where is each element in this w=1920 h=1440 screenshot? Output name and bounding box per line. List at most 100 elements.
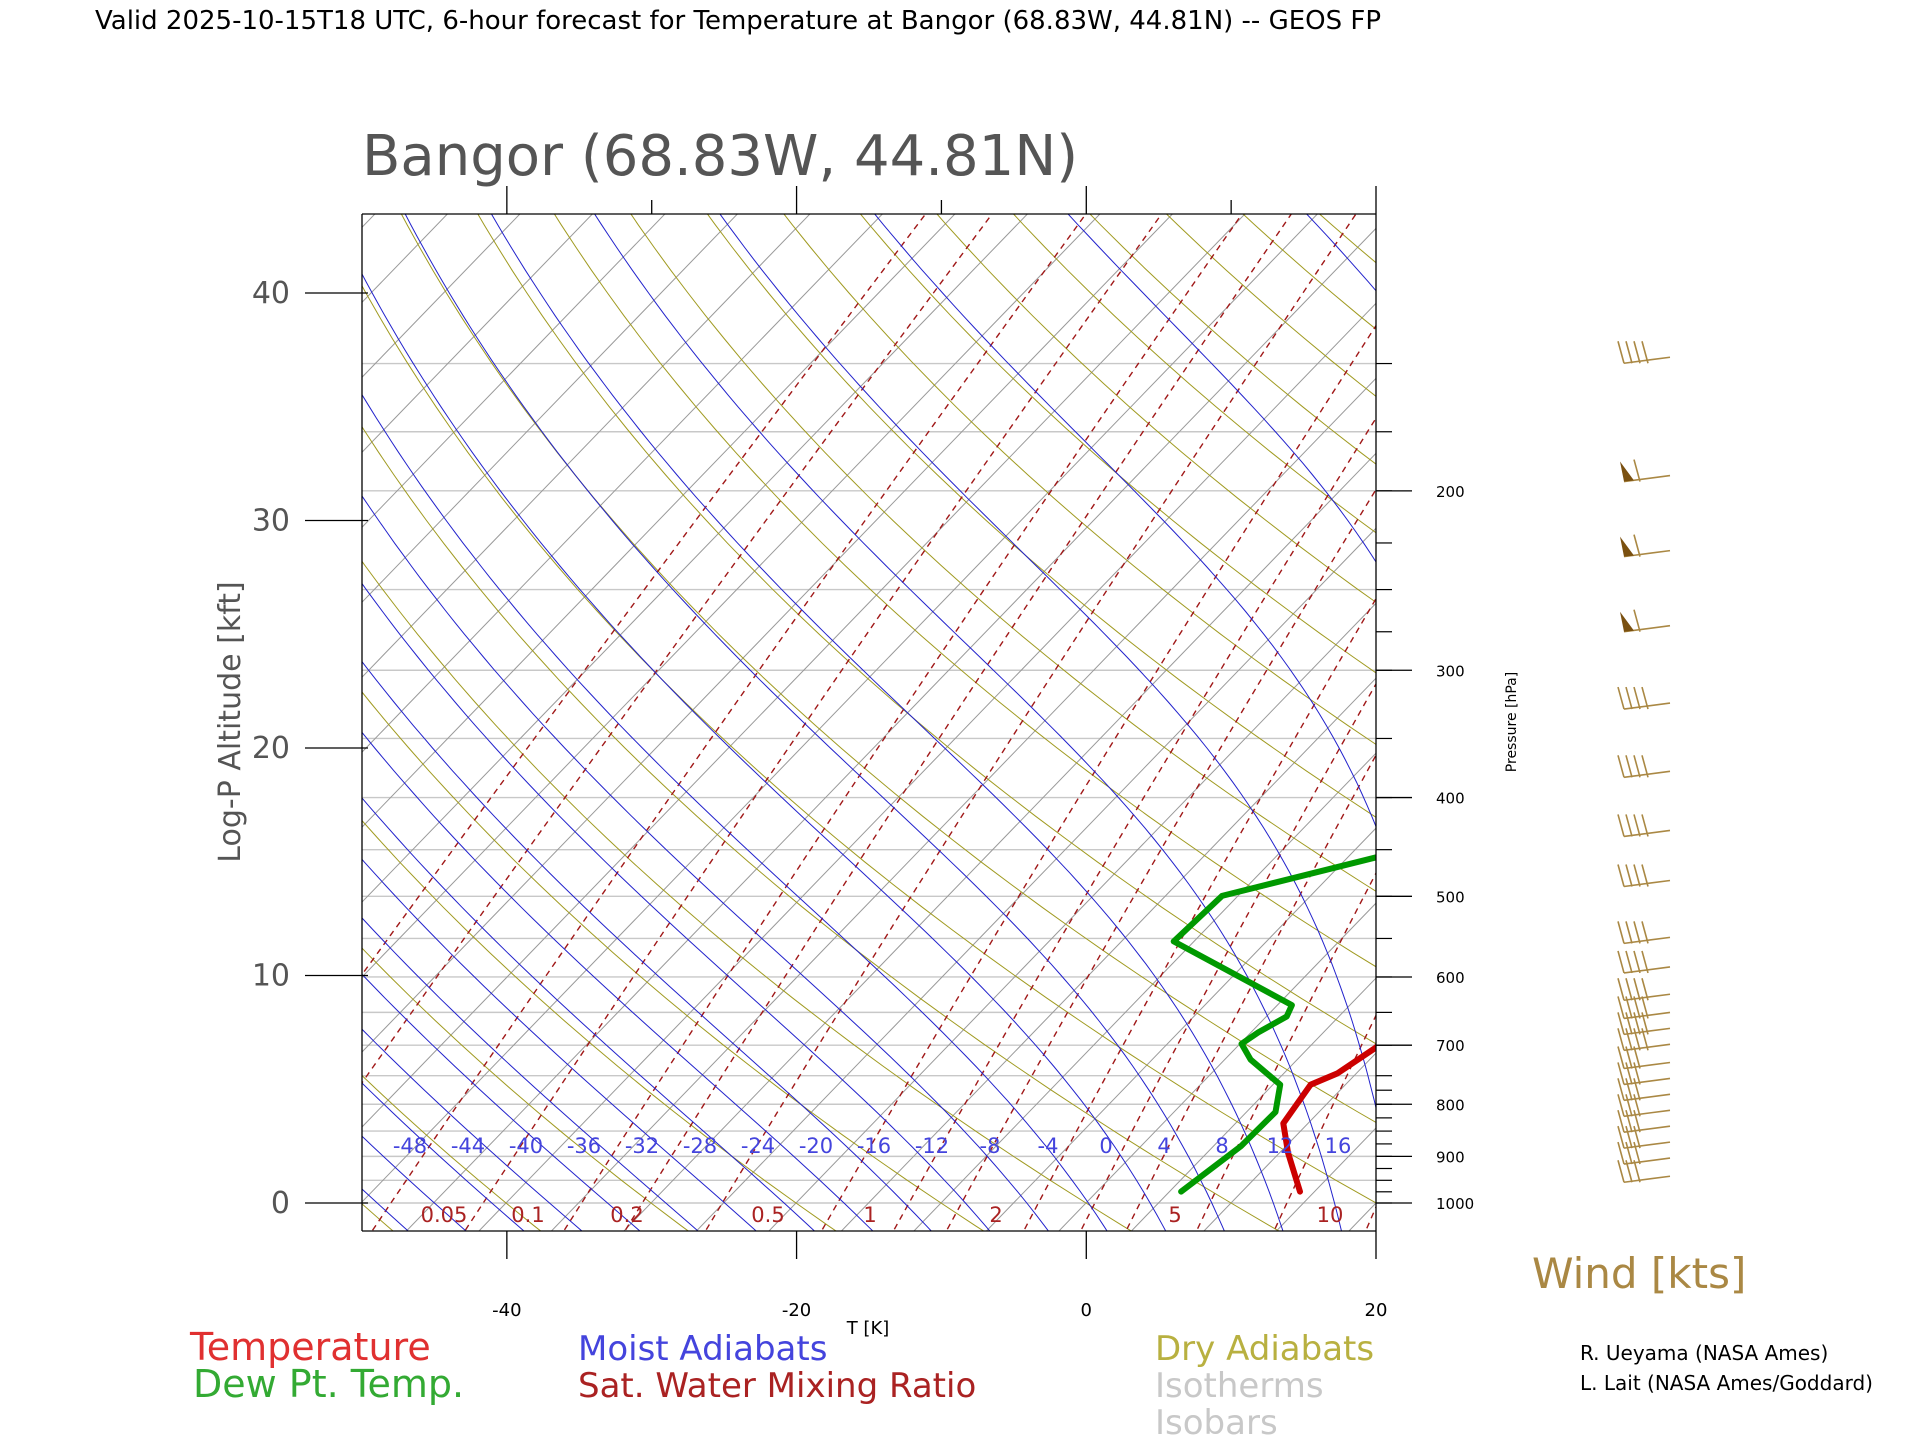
legend-mixing-ratio: Sat. Water Mixing Ratio [578,1366,976,1406]
wind-barb-full [1633,950,1641,974]
moist-adiabat-label: -32 [625,1134,659,1158]
moist-adiabat-line [362,1028,583,1231]
wind-barb-full [1641,864,1649,887]
wind-barb-full [1625,978,1633,1001]
wind-barb-full [1617,1160,1625,1183]
dry-adiabat-line [783,214,1376,746]
mixing-ratio-line [463,214,1163,1231]
isotherm-line [362,214,811,678]
wind-barb [1617,1078,1671,1102]
wind-barb-full [1633,1160,1641,1183]
dry-adiabat-line [706,214,1376,818]
wind-barb-full [1633,1062,1641,1085]
wind-barb-full [1617,686,1625,710]
dry-adiabat-line [553,214,1376,968]
isotherm-line [1622,179,1920,1248]
wind-barb-full [1641,950,1649,974]
moist-adiabat-label: -48 [393,1134,427,1158]
wind-barb-full [1641,814,1649,837]
mixing-ratio-line [1273,1013,1376,1231]
wind-barb-full [1617,1094,1625,1117]
wind-barb-full [1617,755,1625,778]
profile-lines [1170,854,1376,1195]
wind-barb-full [1633,1028,1641,1051]
isotherm-line [362,214,594,453]
dry-adiabat-line [362,819,837,1231]
wind-barbs [1617,341,1671,1184]
isotherm-line [913,752,1376,1231]
dry-adiabat-line [1580,179,1920,1248]
moist-adiabat-line [362,858,757,1231]
dry-adiabat-line [362,560,1133,1231]
isotherm-line [550,377,1376,1231]
wind-barb-full [1625,755,1633,778]
wind-barb-full [1633,459,1641,482]
wind-barb-full [1625,1125,1633,1149]
wind-barb-full [1617,978,1625,1001]
y-tick-label: 0 [271,1186,290,1221]
isotherm-line [0,179,191,1248]
isotherm-line [362,214,1101,978]
isotherm-line [362,214,521,378]
dewpoint-profile [1170,854,1376,1195]
wind-barb [1617,1125,1671,1149]
pressure-tick-label: 200 [1436,483,1465,501]
wind-barb [1617,1094,1671,1118]
page-title: Valid 2025-10-15T18 UTC, 6-hour forecast… [95,6,1381,36]
wind-barb [1617,755,1671,779]
wind-barb [1617,1062,1671,1086]
x-tick-label: -40 [492,1300,521,1321]
isotherm-line [768,602,1376,1231]
moist-adiabat-label: -36 [567,1134,601,1158]
axes [361,213,1377,1232]
legend: Temperature Dew Pt. Temp. Moist Adiabats… [189,1325,1374,1440]
wind-barb-full [1617,1125,1625,1149]
dry-adiabat-line [1655,179,1920,1248]
mixing-ratio-line [1364,1205,1376,1231]
pressure-tick-label: 800 [1436,1096,1465,1114]
pressure-tick-label: 400 [1436,790,1465,808]
wind-barb-full [1625,1109,1633,1133]
isotherm-line [405,227,1376,1231]
wind-barb-full [1617,996,1625,1019]
mixing-ratio-label: 10 [1317,1203,1344,1227]
y-axis-ticks: 0 10 20 30 40 [252,276,368,1221]
wind-barb-full [1625,686,1633,710]
wind-barb-full [1625,1046,1633,1069]
wind-barb-full [1633,996,1641,1019]
moist-adiabat-label: -8 [980,1134,1001,1158]
pressure-tick-label: 300 [1436,662,1465,680]
moist-adiabat-label: -12 [915,1134,949,1158]
wind-barb-full [1617,864,1625,887]
x-tick-label: -20 [782,1300,811,1321]
legend-isobars: Isobars [1155,1403,1278,1440]
pressure-tick-label: 500 [1436,888,1465,906]
wind-barb-full [1641,978,1649,1001]
y-tick-label: 40 [252,276,290,311]
inline-line-labels: -48 -44 -40 -36 -32 -28 -24 -20 -16 -12 -8 -4 0 4 8 12 1… [393,1134,1352,1227]
dry-adiabat-line [936,214,1376,603]
moist-adiabat-line [362,797,816,1231]
wind-barb-full [1625,814,1633,837]
wind-barb-full [1625,1028,1633,1051]
wind-barb-full [1617,814,1625,837]
dry-adiabat-line [362,284,1376,1204]
dry-adiabat-line [1165,214,1376,397]
dry-adiabat-line [1242,214,1376,330]
dry-adiabat-line [362,691,985,1231]
mixing-ratio-label: 1 [863,1203,876,1227]
wind-barb [1617,1109,1671,1133]
wind-barb-full [1625,864,1633,887]
isotherm-line [695,527,1376,1231]
wind-barb-full [1617,921,1625,944]
wind-barb-flag [1620,536,1634,557]
legend-dewpoint: Dew Pt. Temp. [193,1362,464,1406]
mixing-ratio-line [820,324,1376,1231]
moist-adiabat-line [0,179,357,1237]
wind-barb-full [1633,755,1641,778]
chart-title: Bangor (68.83W, 44.81N) [362,124,1078,189]
moist-adiabat-line [719,214,1376,1110]
isotherm-line [362,214,739,603]
wind-barb [1617,921,1671,945]
wind-barb-full [1633,864,1641,887]
